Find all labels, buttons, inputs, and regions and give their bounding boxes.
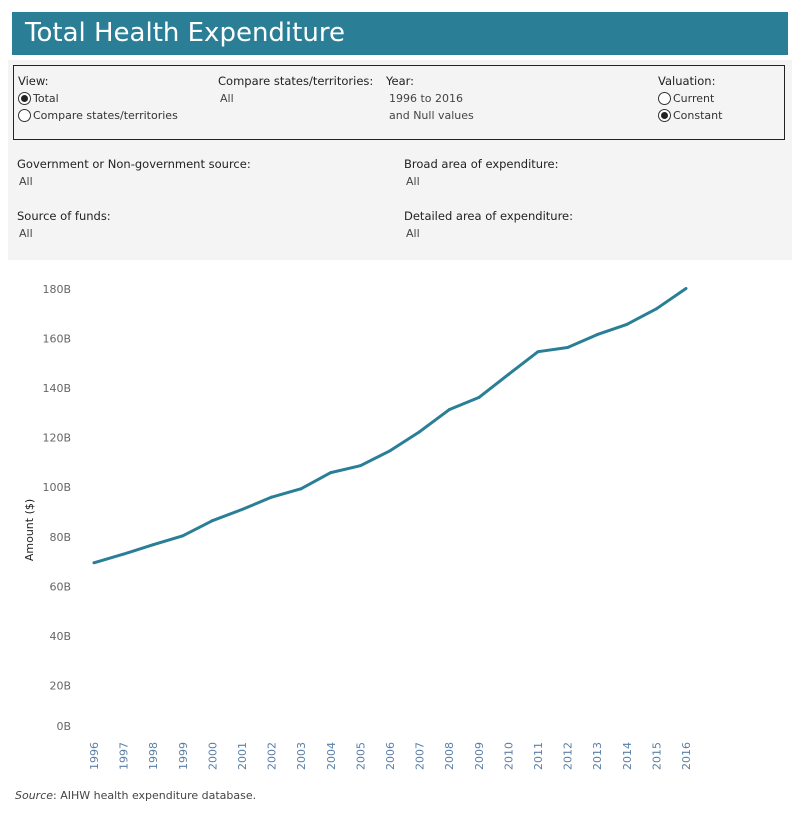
data-point[interactable]: [210, 519, 214, 523]
y-tick-label: 60B: [49, 580, 71, 593]
compare-filter[interactable]: All: [220, 92, 234, 105]
valuation-radio-constant[interactable]: Constant: [658, 109, 722, 122]
funds-label: Source of funds:: [17, 209, 111, 223]
radio-label: Constant: [673, 109, 723, 122]
x-tick-label: 2012: [562, 742, 575, 770]
radio-label: Total: [33, 92, 59, 105]
data-point[interactable]: [418, 430, 422, 434]
view-radio-total[interactable]: Total: [18, 92, 59, 105]
y-tick-label: 120B: [42, 432, 71, 445]
valuation-radio-current[interactable]: Current: [658, 92, 714, 105]
x-tick-label: 1998: [147, 742, 160, 770]
x-tick-label: 2014: [621, 742, 634, 770]
data-point[interactable]: [151, 543, 155, 547]
x-tick-label: 2000: [206, 742, 219, 770]
view-radio-compare[interactable]: Compare states/territories: [18, 109, 178, 122]
data-point[interactable]: [299, 487, 303, 491]
data-point[interactable]: [388, 449, 392, 453]
x-tick-label: 2010: [502, 742, 515, 770]
page-title: Total Health Expenditure: [12, 12, 788, 55]
source-label: Source: [15, 789, 54, 802]
source-note: Source: AIHW health expenditure database…: [15, 789, 256, 802]
y-tick-label: 140B: [42, 382, 71, 395]
year-filter[interactable]: 1996 to 2016: [389, 92, 464, 105]
x-tick-label: 1999: [177, 742, 190, 770]
detailed-filter[interactable]: All: [406, 227, 420, 240]
x-tick-label: 2004: [325, 742, 338, 770]
data-point[interactable]: [625, 322, 629, 326]
compare-label: Compare states/territories:: [218, 74, 374, 88]
x-tick-label: 1997: [118, 742, 131, 770]
y-tick-label: 40B: [49, 630, 71, 643]
broad-label: Broad area of expenditure:: [404, 157, 559, 171]
year-label: Year:: [386, 74, 415, 88]
data-point[interactable]: [566, 345, 570, 349]
valuation-label: Valuation:: [658, 74, 716, 88]
x-tick-label: 2009: [473, 742, 486, 770]
x-tick-label: 2006: [384, 742, 397, 770]
y-tick-label: 20B: [49, 679, 71, 692]
y-axis-title: Amount ($): [23, 499, 36, 561]
data-point[interactable]: [181, 534, 185, 538]
data-point[interactable]: [240, 508, 244, 512]
x-tick-label: 1996: [88, 742, 101, 770]
data-point[interactable]: [506, 372, 510, 376]
line-chart: Amount ($) 0B 20B 40B 60B 80B 100B 120B 140B 160…: [23, 283, 693, 770]
data-point[interactable]: [447, 408, 451, 412]
radio-label: Current: [673, 92, 715, 105]
x-tick-label: 2002: [266, 742, 279, 770]
detailed-label: Detailed area of expenditure:: [404, 209, 574, 223]
data-point[interactable]: [595, 333, 599, 337]
broad-filter[interactable]: All: [406, 175, 420, 188]
y-tick-label: 0B: [56, 720, 71, 733]
data-point[interactable]: [684, 287, 688, 291]
y-tick-label: 100B: [42, 481, 71, 494]
x-tick-label: 2005: [354, 742, 367, 770]
x-tick-label: 2011: [532, 742, 545, 770]
x-tick-label: 2013: [591, 742, 604, 770]
data-point[interactable]: [358, 464, 362, 468]
x-tick-label: 2016: [680, 742, 693, 770]
radio-label: Compare states/territories: [33, 109, 178, 122]
x-tick-label: 2015: [650, 742, 663, 770]
data-point[interactable]: [270, 495, 274, 499]
radio-selected-icon: [658, 109, 671, 122]
gov-filter[interactable]: All: [19, 175, 33, 188]
gov-label: Government or Non-government source:: [17, 157, 251, 171]
funds-filter[interactable]: All: [19, 227, 33, 240]
source-text: : AIHW health expenditure database.: [53, 789, 257, 802]
series-line: [93, 287, 687, 565]
filter-panel: View: Total Compare states/territories C…: [8, 60, 792, 260]
x-tick-label: 2008: [443, 742, 456, 770]
x-tick-label: 2003: [295, 742, 308, 770]
data-point[interactable]: [536, 350, 540, 354]
data-point[interactable]: [654, 307, 658, 311]
data-point[interactable]: [477, 396, 481, 400]
year-filter-null: and Null values: [389, 109, 474, 122]
data-point[interactable]: [122, 552, 126, 556]
data-point[interactable]: [329, 471, 333, 475]
x-tick-label: 2001: [236, 742, 249, 770]
data-point[interactable]: [92, 561, 96, 565]
radio-selected-icon: [18, 92, 31, 105]
y-tick-label: 160B: [42, 333, 71, 346]
y-tick-label: 80B: [49, 531, 71, 544]
parameter-box: [13, 65, 785, 140]
y-tick-label: 180B: [42, 283, 71, 296]
radio-icon: [658, 92, 671, 105]
view-label: View:: [18, 74, 49, 88]
x-tick-label: 2007: [414, 742, 427, 770]
radio-icon: [18, 109, 31, 122]
